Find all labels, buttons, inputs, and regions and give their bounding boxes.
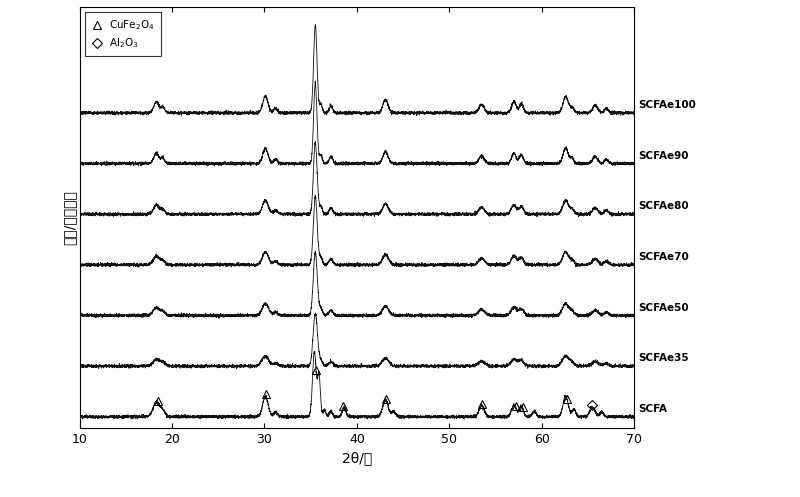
Legend: CuFe$_2$O$_4$, Al$_2$O$_3$: CuFe$_2$O$_4$, Al$_2$O$_3$ [85, 12, 161, 57]
X-axis label: 2θ/度: 2θ/度 [342, 451, 372, 465]
Text: SCFAe50: SCFAe50 [638, 303, 690, 313]
Text: SCFAe90: SCFAe90 [638, 151, 689, 161]
Text: SCFA: SCFA [638, 404, 668, 414]
Text: SCFAe70: SCFAe70 [638, 252, 690, 262]
Y-axis label: 强度/原子单位: 强度/原子单位 [63, 190, 77, 245]
Text: SCFAe35: SCFAe35 [638, 353, 690, 363]
Text: SCFAe100: SCFAe100 [638, 100, 697, 110]
Text: SCFAe80: SCFAe80 [638, 201, 690, 211]
